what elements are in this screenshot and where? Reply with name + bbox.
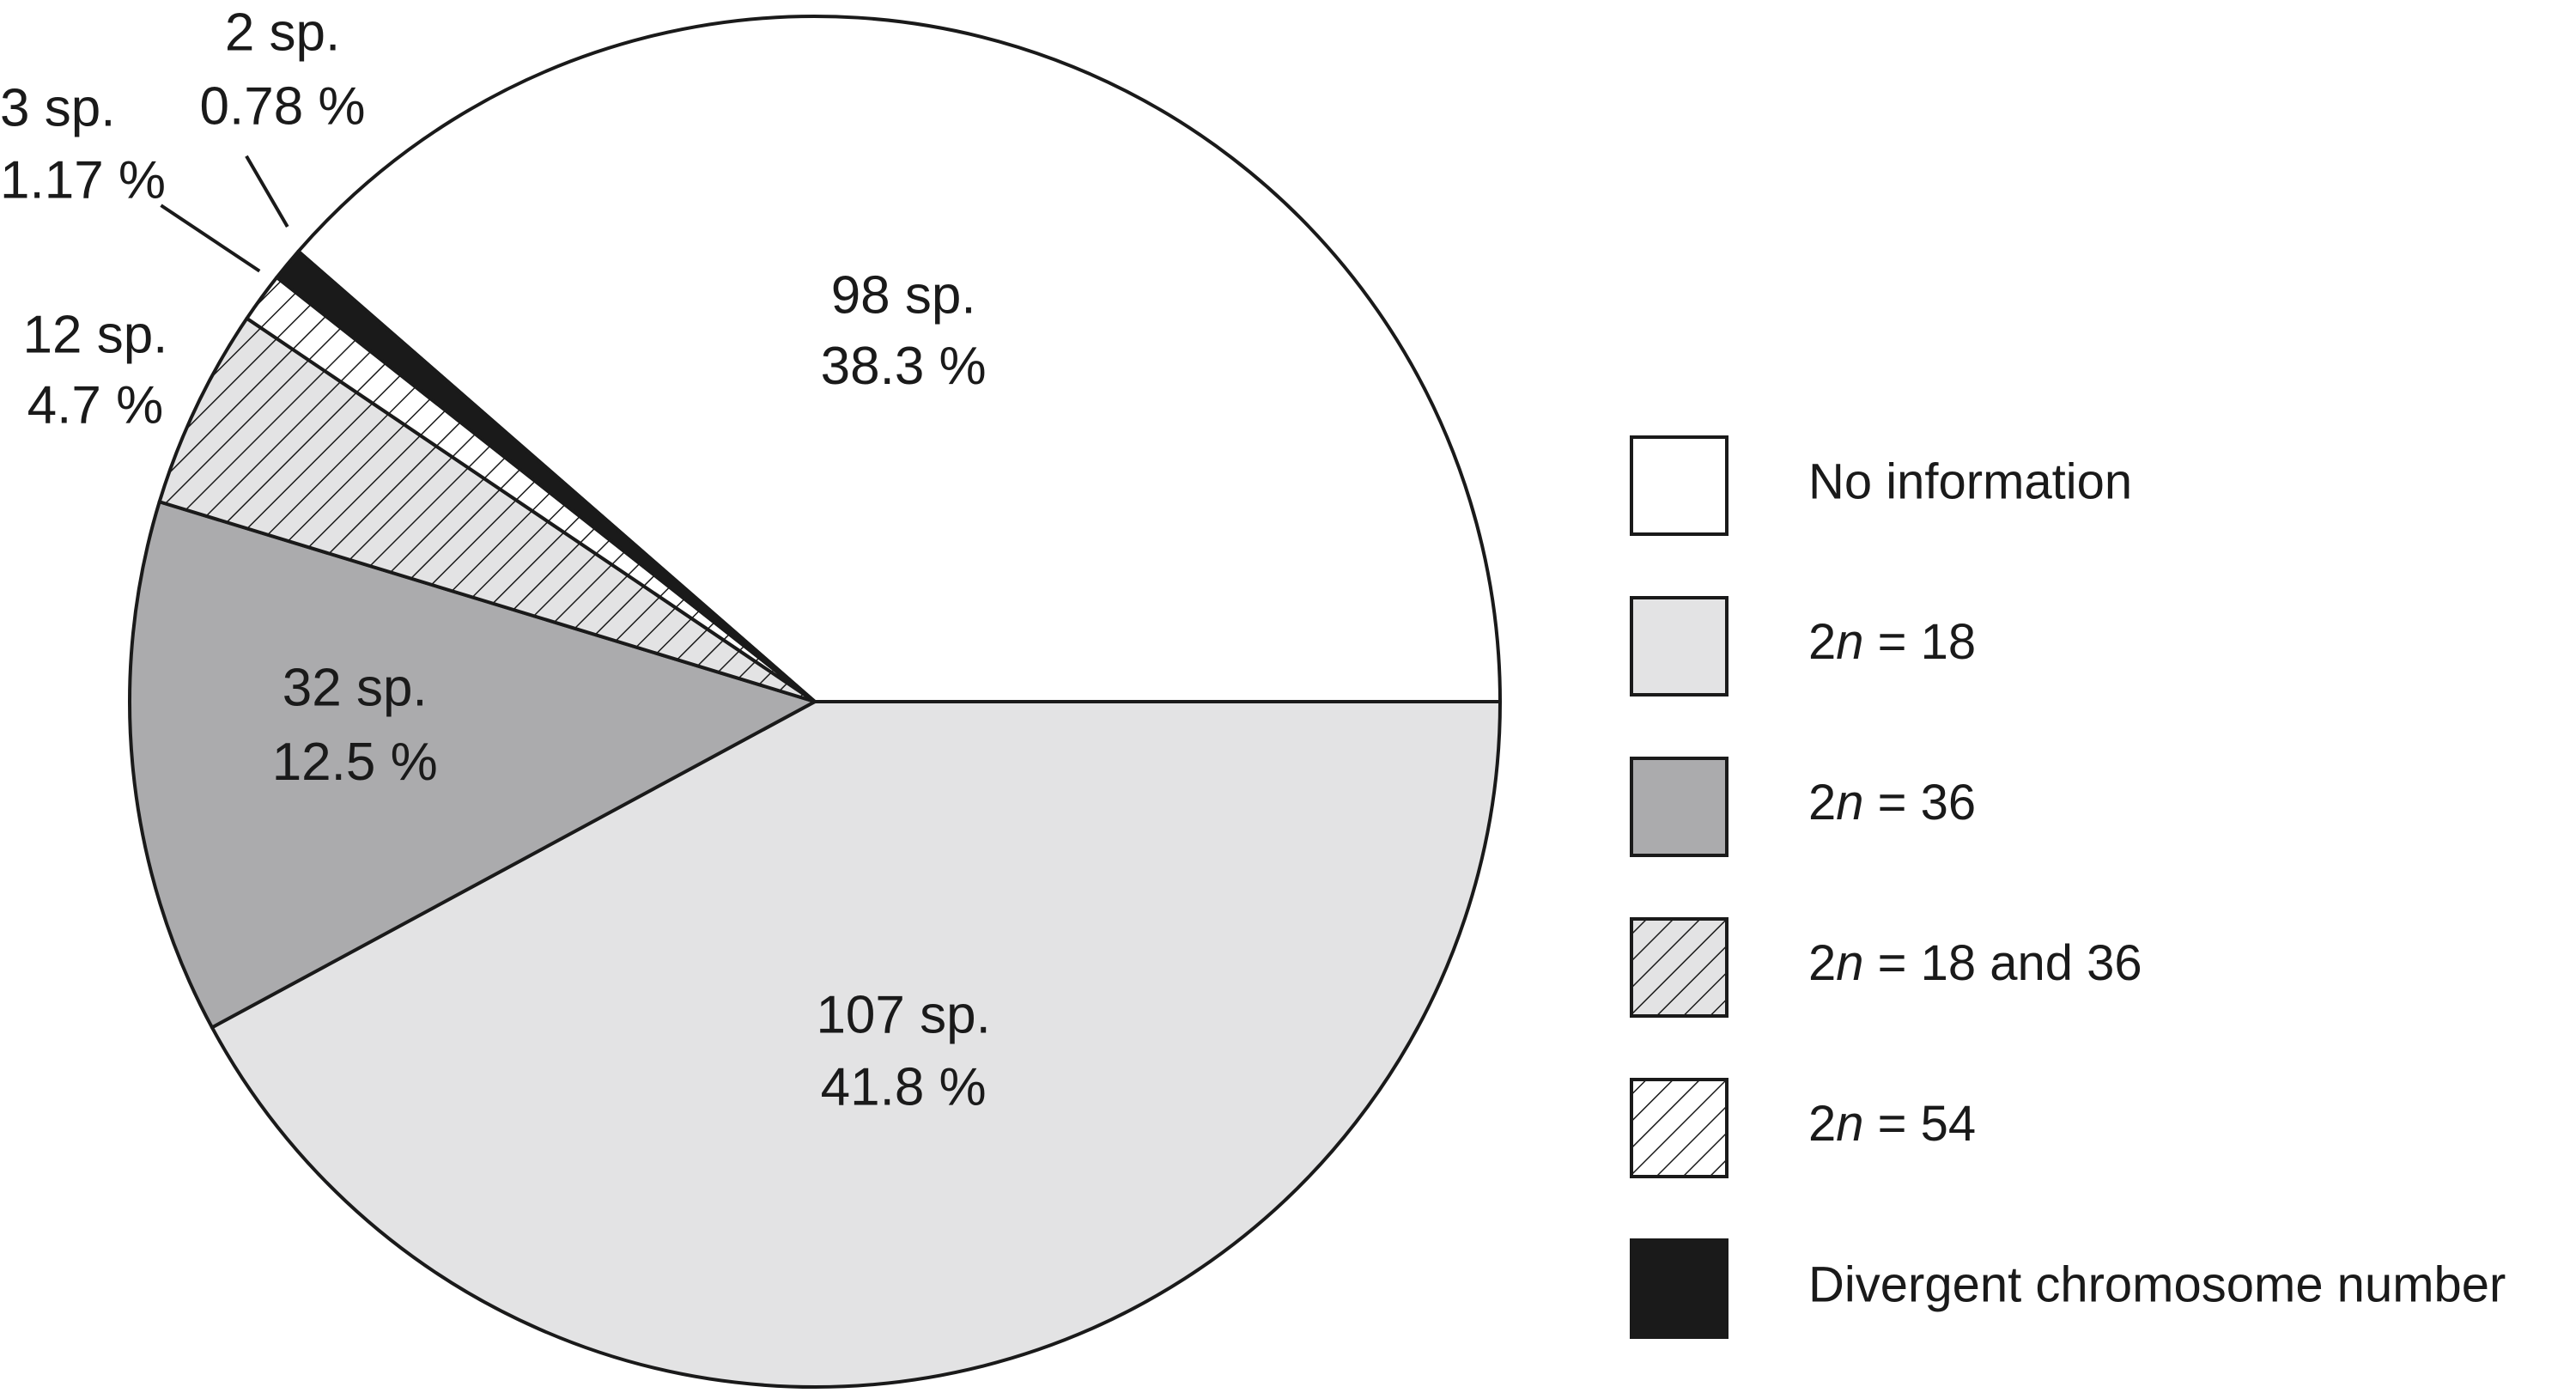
pie-slice	[128, 500, 817, 1030]
pie	[128, 15, 1502, 1389]
slice-count-label: 32 sp.	[283, 659, 428, 718]
leader-line	[245, 155, 289, 228]
slice-percent-label: 38.3 %	[821, 337, 987, 396]
slice-labels: 98 sp. 38.3 % 107 sp. 41.8 % 32 sp. 12.5 % 12 …	[0, 3, 991, 1116]
slice-percent-label: 4.7 %	[27, 376, 164, 435]
legend-swatch	[1630, 917, 1728, 1018]
legend-swatch	[1630, 596, 1728, 696]
legend-label: 2n = 18 and 36	[1808, 935, 2142, 991]
legend-label: 2n = 18	[1808, 614, 1976, 670]
slice-percent-label: 1.17 %	[0, 151, 166, 210]
leader-line	[160, 204, 261, 273]
slice-percent-label: 41.8 %	[821, 1058, 987, 1117]
pie-slice	[210, 700, 1502, 1389]
legend-label: 2n = 54	[1808, 1096, 1976, 1152]
legend-swatch	[1630, 757, 1728, 857]
legend: No information 2n = 18 2n = 36 2n = 18 and …	[1630, 435, 2506, 1339]
slice-percent-label: 0.78 %	[200, 77, 366, 137]
slice-count-label: 107 sp.	[816, 985, 990, 1044]
pie-slice	[157, 316, 817, 703]
legend-swatch	[1630, 435, 1728, 536]
slice-count-label: 98 sp.	[831, 266, 976, 325]
legend-label: 2n = 36	[1808, 775, 1976, 830]
slice-percent-label: 12.5 %	[272, 733, 438, 792]
pie-slice	[275, 249, 817, 703]
legend-label: No information	[1808, 453, 2132, 509]
slice-count-label: 3 sp.	[0, 78, 115, 137]
slice-count-label: 12 sp.	[23, 305, 168, 364]
slice-count-label: 2 sp.	[225, 3, 340, 62]
pie-slice	[296, 15, 1502, 703]
legend-swatch	[1630, 1238, 1728, 1339]
legend-label: Divergent chromosome number	[1808, 1256, 2506, 1312]
legend-swatch	[1630, 1078, 1728, 1178]
